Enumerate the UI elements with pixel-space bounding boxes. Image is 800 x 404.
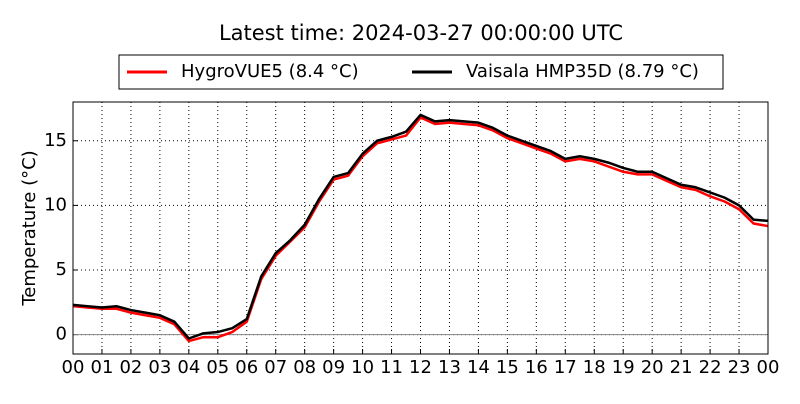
x-tick-label: 20 <box>641 357 664 378</box>
x-tick-label: 11 <box>380 357 403 378</box>
plot-frame <box>72 101 769 355</box>
x-tick-label: 15 <box>496 357 519 378</box>
x-tick-label: 23 <box>728 357 751 378</box>
x-tick-label: 01 <box>91 357 114 378</box>
x-tick-label: 13 <box>438 357 461 378</box>
legend-label: Vaisala HMP35D (8.79 °C) <box>466 61 699 82</box>
x-tick-label: 00 <box>62 357 85 378</box>
x-tick-label: 04 <box>177 357 200 378</box>
x-tick-label: 08 <box>293 357 316 378</box>
x-tick-label: 21 <box>670 357 693 378</box>
x-tick-label: 10 <box>351 357 374 378</box>
x-tick-label: 06 <box>235 357 258 378</box>
x-tick-label: 07 <box>264 357 287 378</box>
y-axis-label: Temperature (°C) <box>19 150 40 306</box>
y-tick-label: 0 <box>56 324 67 345</box>
x-tick-label: 05 <box>206 357 229 378</box>
series-line <box>72 113 769 340</box>
x-tick-label: 19 <box>612 357 635 378</box>
x-tick-label: 03 <box>148 357 171 378</box>
x-tick-label: 02 <box>119 357 142 378</box>
x-tick-label: 18 <box>583 357 606 378</box>
y-tick-label: 10 <box>44 194 67 215</box>
x-tick-label: 14 <box>467 357 490 378</box>
x-tick-label: 12 <box>409 357 432 378</box>
x-tick-label: 22 <box>699 357 722 378</box>
x-tick-label: 16 <box>525 357 548 378</box>
x-tick-label: 09 <box>322 357 345 378</box>
chart-title: Latest time: 2024-03-27 00:00:00 UTC <box>219 21 623 45</box>
y-tick-label: 5 <box>56 259 67 280</box>
y-tick-label: 15 <box>44 130 67 151</box>
legend-label: HygroVUE5 (8.4 °C) <box>181 61 359 82</box>
series-line <box>72 116 769 343</box>
x-tick-label: 00 <box>757 357 780 378</box>
x-tick-label: 17 <box>554 357 577 378</box>
